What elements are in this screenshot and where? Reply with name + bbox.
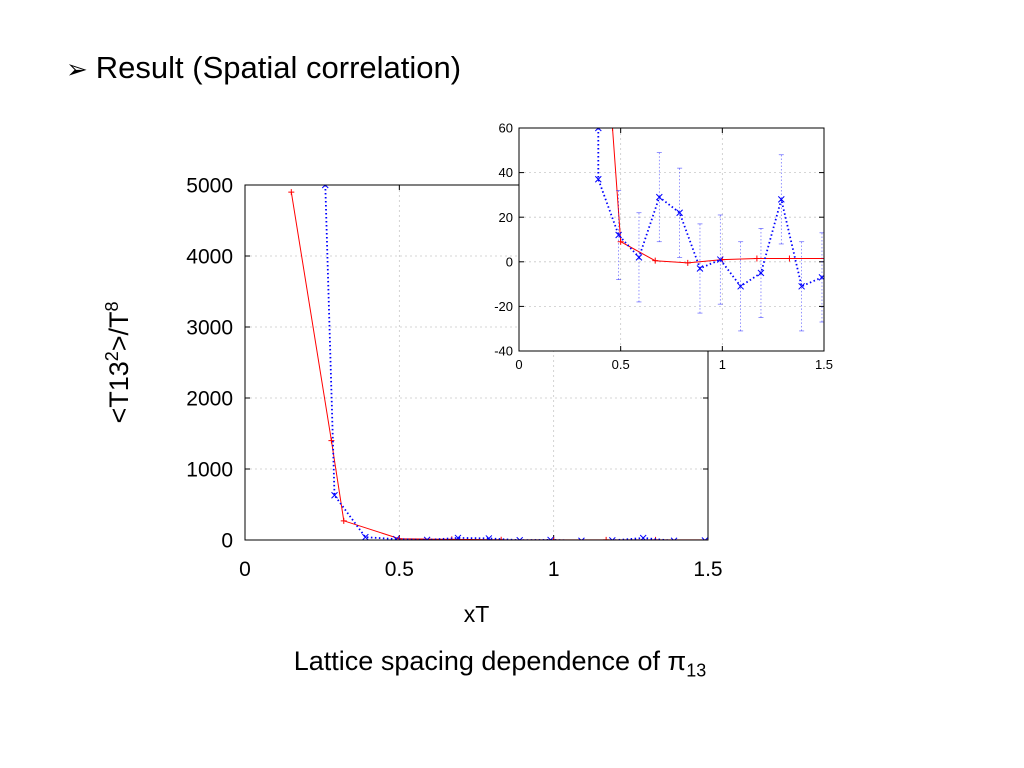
main-series-1-point	[701, 537, 708, 540]
main-x-tick-label: 0	[239, 558, 251, 581]
inset-series-1-point	[676, 209, 683, 217]
main-series-1-point	[578, 537, 585, 540]
main-y-tick-label: 3000	[186, 316, 233, 339]
caption-text: Lattice spacing dependence of	[293, 646, 668, 676]
caption-subscript: 13	[686, 660, 707, 681]
main-y-tick-label: 1000	[186, 458, 233, 481]
inset-series-1-point	[737, 282, 744, 290]
main-series-1-point	[321, 185, 329, 189]
inset-x-tick-label: 1.5	[815, 357, 833, 372]
inset-series-1-point	[798, 282, 805, 290]
main-series-1-point	[516, 536, 524, 540]
inset-series-1-point	[615, 231, 622, 239]
bullet-arrow-icon: ➢	[66, 54, 88, 84]
inset-series-0-line	[612, 128, 824, 264]
inset-series-1-point	[635, 253, 643, 261]
inset-plot-background	[519, 128, 824, 351]
main-series-0-point	[340, 517, 347, 524]
caption-symbol: π	[667, 646, 687, 676]
main-series-1-point	[392, 535, 400, 540]
main-y-tick-label: 5000	[186, 174, 233, 197]
main-series-1-point	[608, 537, 616, 540]
title-text: Result (Spatial correlation)	[95, 50, 462, 85]
inset-series-1-point	[594, 175, 602, 183]
main-y-axis-label: <T132>/T8	[102, 301, 134, 423]
main-y-tick-label: 4000	[186, 245, 233, 268]
slide-title: ➢ Result (Spatial correlation)	[66, 50, 461, 86]
inset-y-tick-label: 40	[499, 165, 513, 180]
inset-series-0-point	[786, 255, 793, 262]
main-x-tick-label: 1	[548, 558, 560, 581]
inset-series-0-point	[753, 255, 760, 262]
inset-series-0-point	[652, 257, 659, 264]
inset-y-tick-label: 20	[499, 210, 513, 225]
inset-series-1-point	[757, 269, 765, 277]
inset-plot-frame	[518, 127, 825, 352]
main-series-1-point	[670, 537, 678, 540]
inset-x-tick-label: 1	[719, 357, 726, 372]
main-series-1-point	[485, 535, 493, 540]
inset-series-1-point	[716, 256, 724, 263]
inset-chart: -40 -20 0 20 40 60 0 0.5 1 1.5	[494, 121, 833, 372]
inset-series-0-point	[684, 259, 691, 266]
main-series-1-point	[331, 491, 338, 499]
inset-y-tick-label: -20	[494, 299, 513, 314]
inset-series-1-point	[696, 265, 704, 272]
main-series-0-point	[328, 437, 335, 444]
main-series-1-point	[639, 534, 647, 540]
main-x-axis-label: xT	[464, 601, 490, 627]
inset-y-tick-label: 60	[499, 121, 513, 136]
main-x-tick-label: 0.5	[385, 558, 414, 581]
main-series-1-point	[362, 533, 369, 540]
main-x-tick-label: 1.5	[693, 558, 722, 581]
inset-series-0-point	[609, 128, 616, 131]
inset-y-tick-label: 0	[506, 254, 513, 269]
inset-x-tick-label: 0.5	[612, 357, 630, 372]
main-series-0-point	[288, 189, 295, 196]
inset-series-1-point	[777, 196, 785, 203]
inset-series-0-point	[617, 238, 624, 245]
inset-x-tick-label: 0	[515, 357, 522, 372]
inset-y-tick-label: -40	[494, 344, 513, 359]
main-plot-frame	[244, 184, 709, 541]
main-y-tick-label: 2000	[186, 387, 233, 410]
caption: Lattice spacing dependence of π13	[0, 646, 1000, 681]
main-y-tick-label: 0	[221, 529, 233, 552]
inset-series-group	[594, 128, 824, 332]
inset-series-1-point	[594, 128, 602, 132]
inset-series-1-point	[655, 193, 663, 201]
